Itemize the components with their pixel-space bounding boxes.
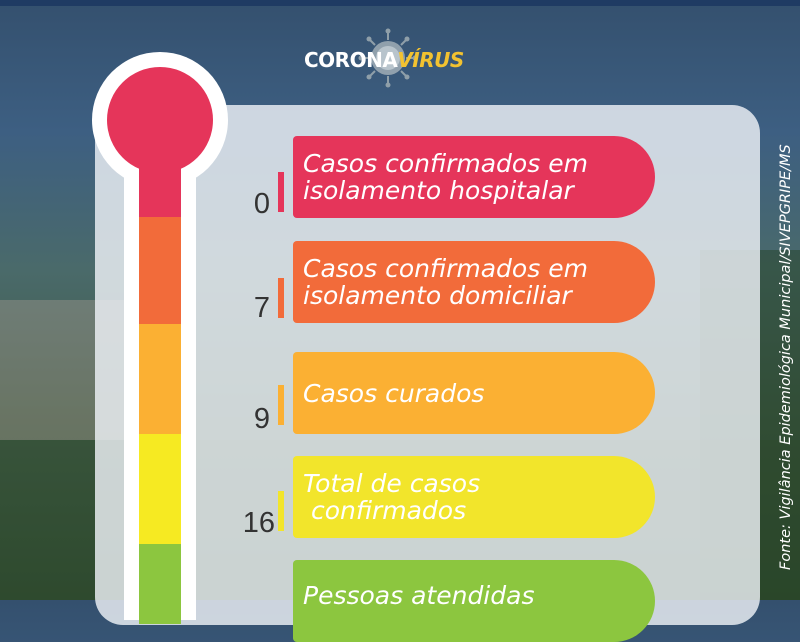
stat-label-line2: isolamento domiciliar <box>303 281 572 310</box>
stat-label-line1: Pessoas atendidas <box>303 581 535 610</box>
top-bar <box>0 0 800 6</box>
stat-value: 0 <box>253 188 270 220</box>
stat-value: 16 <box>242 507 275 539</box>
virus-icon <box>358 28 418 88</box>
coronavirus-logo: CORONAVÍRUS <box>300 28 470 88</box>
stat-tick <box>278 491 284 531</box>
stat-tick <box>278 278 284 318</box>
thermometer-segment-yellow <box>139 434 181 544</box>
thermometer-segment-red <box>139 120 181 217</box>
stat-label: Pessoas atendidas <box>293 560 655 642</box>
stat-label-line1: Total de casos <box>303 469 481 498</box>
stat-label: Casos curados <box>293 352 655 434</box>
stat-label: Casos confirmados em isolamento hospital… <box>293 136 655 218</box>
logo-text-virus: VÍRUS <box>397 48 464 72</box>
stat-tick <box>278 172 284 212</box>
logo-text: CORONAVÍRUS <box>304 48 464 72</box>
stat-value: 7 <box>253 292 270 324</box>
thermometer-segment-amber <box>139 324 181 434</box>
stat-label: Total de casos confirmados <box>293 456 655 538</box>
stat-label: Casos confirmados em isolamento domicili… <box>293 241 655 323</box>
stat-label-line2: isolamento hospitalar <box>303 176 574 205</box>
stat-label-line1: Casos confirmados em <box>303 149 588 178</box>
thermometer-segment-green <box>139 544 181 624</box>
stat-label-line1: Casos curados <box>303 378 485 408</box>
source-credit: Fonte: Vigilância Epidemiológica Municip… <box>778 144 794 570</box>
stat-value: 9 <box>253 403 270 435</box>
stat-label-line1: Casos confirmados em <box>303 254 588 283</box>
logo-text-corona: CORONA <box>304 48 398 72</box>
stat-tick <box>278 385 284 425</box>
thermometer-segment-orange <box>139 217 181 324</box>
stat-label-line2: confirmados <box>303 496 467 525</box>
